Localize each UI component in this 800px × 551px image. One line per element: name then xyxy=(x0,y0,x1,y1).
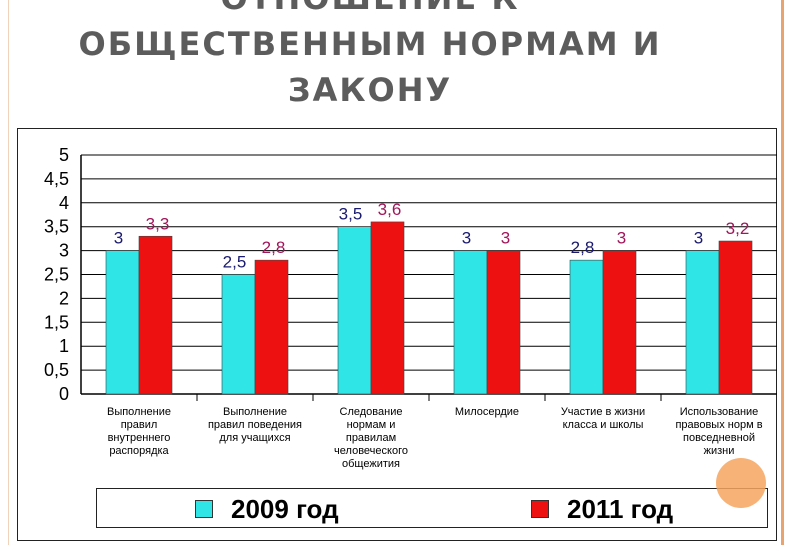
y-tick-label: 0,5 xyxy=(44,360,69,380)
bar-2011 xyxy=(370,221,405,395)
data-label-2009: 2,5 xyxy=(223,253,247,272)
category-label: внутреннего xyxy=(108,432,171,444)
category-label: правилам xyxy=(346,432,396,444)
data-label-2009: 3 xyxy=(114,229,123,248)
bar-2009 xyxy=(685,250,720,395)
category-label: Выполнение xyxy=(107,406,171,418)
bar-2011 xyxy=(486,250,521,395)
data-label-2011: 2,8 xyxy=(262,238,286,257)
category-label: распорядка xyxy=(109,445,169,457)
legend-item-2011: 2011 год xyxy=(531,493,674,524)
chart-area: 0 0,5 1 1,5 2 2,5 3 3,5 4 4,5 5 3 3,3 Выполнение прави… xyxy=(17,128,777,541)
y-tick-label: 1 xyxy=(59,336,69,356)
category-label: правил xyxy=(121,419,158,431)
y-tick-label: 4 xyxy=(59,193,69,213)
bar-chart: 00,511,522,533,544,5533,3Выполнениеправи… xyxy=(44,145,777,470)
y-tick-label: 3 xyxy=(59,241,69,261)
slide-title-line-2: ОБЩЕСТВЕННЫМ НОРМАМ И xyxy=(78,25,662,63)
data-label-2009: 3,5 xyxy=(339,205,363,224)
y-tick-label: 2 xyxy=(59,288,69,308)
category-label: жизни xyxy=(704,445,735,457)
legend-label-2009: 2009 год xyxy=(231,493,339,524)
data-label-2011: 3,2 xyxy=(726,219,750,238)
slide-frame xyxy=(8,0,784,545)
category-label: Следование xyxy=(340,406,403,418)
bar-2009 xyxy=(569,259,604,395)
data-label-2011: 3 xyxy=(617,229,626,248)
decorative-orange-circle xyxy=(716,458,766,508)
y-tick-label: 5 xyxy=(59,145,69,165)
category-label: Участие в жизни xyxy=(561,406,645,418)
y-tick-label: 2,5 xyxy=(44,265,69,285)
data-label-2009: 3 xyxy=(694,229,703,248)
y-tick-label: 1,5 xyxy=(44,312,69,332)
bar-2011 xyxy=(138,235,173,395)
legend-swatch-2009 xyxy=(195,500,213,518)
category-label: Милосердие xyxy=(455,406,519,418)
bar-2011 xyxy=(254,259,289,395)
legend-label-2011: 2011 год xyxy=(567,493,674,524)
legend-swatch-2011 xyxy=(531,500,549,518)
bar-2009 xyxy=(337,226,372,395)
category-label: Использование xyxy=(680,406,759,418)
category-label: общежития xyxy=(342,458,400,470)
y-tick-label: 4,5 xyxy=(44,169,69,189)
category-label: правовых норм в xyxy=(675,419,762,431)
data-label-2011: 3,3 xyxy=(146,214,170,233)
category-label: Выполнение xyxy=(223,406,287,418)
category-label: правил поведения xyxy=(208,419,302,431)
category-label: нормам и xyxy=(347,419,396,431)
bar-2009 xyxy=(453,250,488,395)
bar-2009 xyxy=(221,274,256,395)
category-label: человеческого xyxy=(334,445,408,457)
legend-item-2009: 2009 год xyxy=(195,493,339,524)
y-tick-label: 3,5 xyxy=(44,217,69,237)
category-label: повседневной xyxy=(683,432,755,444)
data-label-2009: 3 xyxy=(462,229,471,248)
data-label-2011: 3 xyxy=(501,229,510,248)
y-tick-label: 0 xyxy=(59,384,69,404)
category-label: для учащихся xyxy=(219,432,290,444)
bar-2011 xyxy=(602,250,637,395)
bar-2009 xyxy=(105,250,140,395)
slide-title-line-3: ЗАКОНУ xyxy=(287,71,453,109)
chart-legend: 2009 год 2011 год xyxy=(96,488,768,528)
bar-2011 xyxy=(718,240,753,395)
data-label-2009: 2,8 xyxy=(571,238,595,257)
data-label-2011: 3,6 xyxy=(378,200,402,219)
category-label: класса и школы xyxy=(563,419,644,431)
slide-title-line-1: ОТНОШЕНИЕ К xyxy=(0,0,740,18)
